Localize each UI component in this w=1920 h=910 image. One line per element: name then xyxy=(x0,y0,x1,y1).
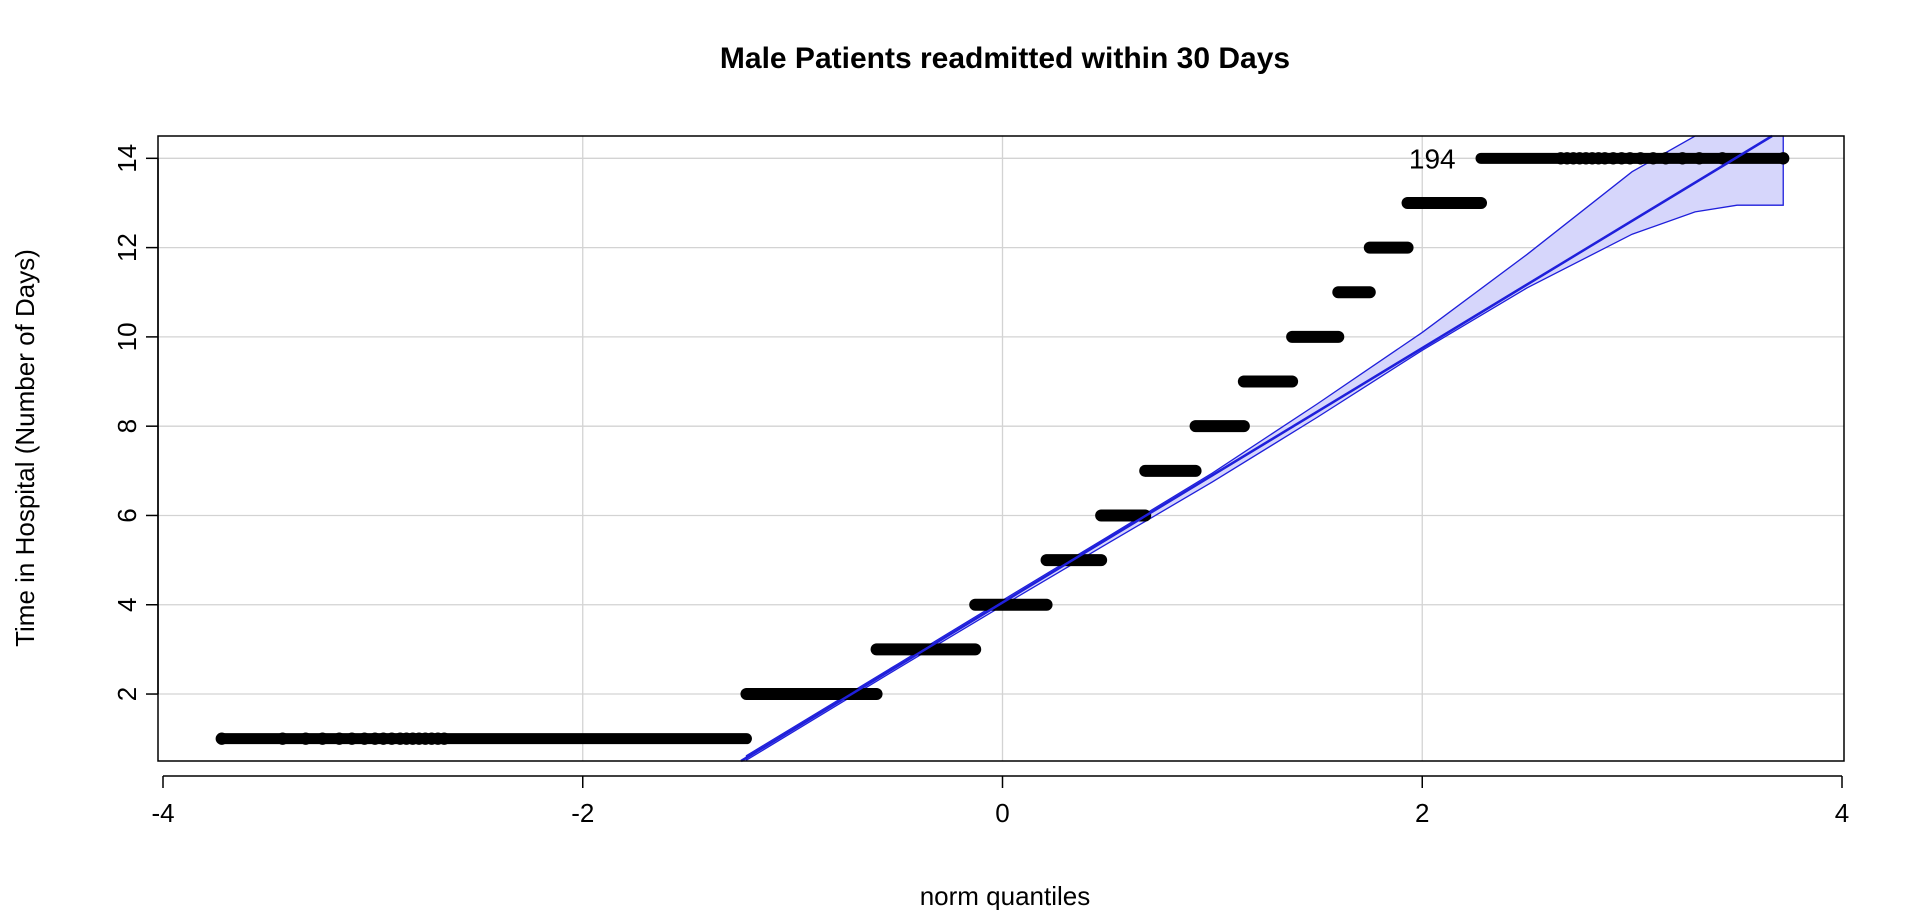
point-5 xyxy=(345,732,359,745)
y-tick-label-1: 4 xyxy=(112,598,142,612)
point-22 xyxy=(1579,152,1593,165)
chart-title: Male Patients readmitted within 30 Days xyxy=(720,42,1290,75)
point-26 xyxy=(1607,152,1620,165)
point-12 xyxy=(406,732,419,745)
y-tick-label-4: 10 xyxy=(112,322,142,351)
point-18 xyxy=(1554,152,1567,165)
point-27 xyxy=(1615,152,1628,165)
point-3 xyxy=(316,732,329,745)
reference-line xyxy=(740,134,1773,763)
point-2 xyxy=(299,732,312,745)
y-axis: 2 4 6 8 10 12 14 xyxy=(112,144,159,701)
x-tick-label-0: -4 xyxy=(151,798,174,828)
point-30 xyxy=(1646,152,1660,165)
point-34 xyxy=(1716,152,1729,165)
y-tick-label-5: 12 xyxy=(112,233,142,262)
point-16 xyxy=(431,732,445,745)
point-11 xyxy=(400,732,413,745)
point-1 xyxy=(276,732,289,745)
point-7 xyxy=(368,732,382,745)
x-tick-label-1: -2 xyxy=(571,798,594,828)
x-axis-label: norm quantiles xyxy=(920,881,1091,910)
point-label-0: 194 xyxy=(1409,143,1456,174)
point-4 xyxy=(333,732,346,745)
point-0 xyxy=(215,732,228,745)
point-23 xyxy=(1586,152,1599,165)
point-8 xyxy=(377,732,390,745)
x-tick-label-3: 2 xyxy=(1415,798,1429,828)
x-axis: -4 -2 0 2 4 xyxy=(151,775,1849,828)
point-31 xyxy=(1659,152,1672,165)
point-24 xyxy=(1592,152,1605,165)
x-tick-label-2: 0 xyxy=(995,798,1009,828)
x-tick-label-4: 4 xyxy=(1835,798,1849,828)
y-tick-label-0: 2 xyxy=(112,687,142,701)
point-35 xyxy=(1777,152,1790,165)
confidence-band xyxy=(745,135,1784,762)
point-9 xyxy=(385,732,398,745)
point-14 xyxy=(419,732,432,745)
point-10 xyxy=(394,732,407,745)
y-axis-label: Time in Hospital (Number of Days) xyxy=(10,249,40,647)
y-tick-label-2: 6 xyxy=(112,508,142,522)
point-25 xyxy=(1598,152,1611,165)
confidence-band-layer xyxy=(745,135,1784,762)
point-33 xyxy=(1693,152,1706,165)
point-29 xyxy=(1634,152,1647,165)
point-17 xyxy=(438,732,451,745)
y-tick-label-6: 14 xyxy=(112,144,142,173)
point-13 xyxy=(412,732,426,745)
annotations-layer: 194 xyxy=(1409,143,1456,174)
point-32 xyxy=(1676,152,1689,165)
point-20 xyxy=(1567,152,1580,165)
point-15 xyxy=(425,732,438,745)
y-tick-label-3: 8 xyxy=(112,419,142,433)
point-21 xyxy=(1573,152,1586,165)
reference-line-layer xyxy=(740,134,1773,763)
point-19 xyxy=(1560,152,1574,165)
